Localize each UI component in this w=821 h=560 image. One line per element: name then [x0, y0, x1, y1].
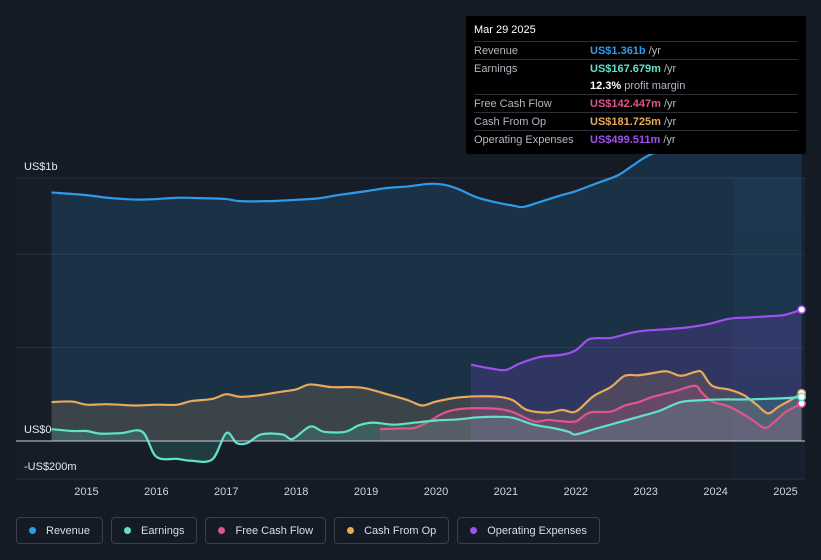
- x-tick-2019: 2019: [354, 486, 378, 498]
- legend-dot-icon: [347, 527, 355, 534]
- x-tick-2020: 2020: [424, 486, 448, 498]
- area-earnings: [51, 396, 802, 462]
- line-free-cash-flow: [380, 384, 803, 431]
- tooltip-row-margin: 12.3% profit margin: [474, 77, 798, 94]
- tooltip-value: US$1.361b: [590, 44, 646, 57]
- forecast-shade: [733, 178, 805, 480]
- tooltip-value: US$181.725m: [590, 115, 661, 128]
- legend-item-free-cash-flow[interactable]: Free Cash Flow: [205, 517, 327, 544]
- legend-item-earnings[interactable]: Earnings: [111, 517, 198, 544]
- x-tick-2022: 2022: [564, 486, 588, 498]
- tooltip-unit: /yr: [663, 133, 676, 146]
- tooltip-unit: /yr: [663, 115, 677, 128]
- tooltip-margin-text: profit margin: [624, 79, 686, 92]
- legend-dot-icon: [218, 527, 226, 534]
- x-tick-2021: 2021: [494, 486, 518, 498]
- line-cash-from-op: [51, 369, 803, 415]
- legend-label: Free Cash Flow: [235, 524, 314, 537]
- legend-label: Operating Expenses: [487, 524, 587, 537]
- tooltip-panel: Mar 29 2025 Revenue US$1.361b /yr Earnin…: [466, 16, 806, 154]
- tooltip-label: Operating Expenses: [474, 133, 574, 146]
- tooltip-label: Cash From Op: [474, 115, 547, 128]
- y-axis-label-bottom: -US$200m: [24, 461, 77, 473]
- area-revenue: [51, 92, 802, 442]
- y-axis-label-zero: US$0: [24, 424, 52, 436]
- legend-dot-icon: [470, 527, 478, 534]
- tooltip-label: Revenue: [474, 44, 519, 57]
- tooltip-value: US$142.447m: [590, 97, 661, 110]
- legend-dot-icon: [29, 527, 36, 534]
- x-axis-ticks: 2015 2016 2017 2018 2019 2020 2021 2022 2023 2024…: [74, 486, 798, 498]
- legend-item-cash-from-op[interactable]: Cash From Op: [334, 517, 450, 544]
- tooltip-row-opex: Operating Expenses US$499.511m /yr: [474, 130, 798, 148]
- x-tick-2015: 2015: [74, 486, 98, 498]
- chart-legend: Revenue Earnings Free Cash Flow Cash Fro…: [16, 517, 608, 544]
- tooltip-unit: /yr: [663, 62, 677, 75]
- tooltip-label: Earnings: [474, 62, 518, 75]
- tooltip-margin-value: 12.3%: [590, 79, 622, 92]
- tooltip-row-earnings: Earnings US$167.679m /yr: [474, 59, 798, 77]
- x-tick-2023: 2023: [633, 486, 657, 498]
- x-tick-2024: 2024: [703, 486, 727, 498]
- legend-dot-icon: [124, 527, 132, 534]
- tooltip-label: Free Cash Flow: [474, 97, 552, 110]
- legend-item-revenue[interactable]: Revenue: [16, 517, 104, 544]
- x-tick-2025: 2025: [773, 486, 797, 498]
- endpoint-earnings: [797, 392, 806, 402]
- endpoint-operating-expenses: [797, 305, 806, 314]
- legend-label: Cash From Op: [364, 524, 437, 537]
- tooltip-value: US$167.679m: [590, 62, 661, 75]
- chart-canvas: US$1b US$0 -US$200m 2015 2016 2017 2018 2019…: [16, 90, 806, 498]
- tooltip-row-revenue: Revenue US$1.361b /yr: [474, 41, 798, 59]
- tooltip-row-cfo: Cash From Op US$181.725m /yr: [474, 112, 798, 130]
- tooltip-value: US$499.511m: [590, 133, 661, 146]
- tooltip-unit: /yr: [663, 97, 677, 110]
- x-tick-2017: 2017: [214, 486, 238, 498]
- legend-label: Earnings: [141, 524, 185, 537]
- tooltip-date: Mar 29 2025: [474, 24, 536, 36]
- x-tick-2016: 2016: [144, 486, 168, 498]
- tooltip-unit: /yr: [648, 44, 661, 57]
- y-axis-label-top: US$1b: [24, 161, 58, 173]
- tooltip-row-fcf: Free Cash Flow US$142.447m /yr: [474, 94, 798, 112]
- legend-label: Revenue: [46, 524, 91, 537]
- line-operating-expenses: [470, 308, 802, 372]
- gridlines: [16, 177, 805, 480]
- line-earnings: [51, 395, 802, 463]
- x-tick-2018: 2018: [284, 486, 308, 498]
- legend-item-operating-expenses[interactable]: Operating Expenses: [457, 517, 600, 544]
